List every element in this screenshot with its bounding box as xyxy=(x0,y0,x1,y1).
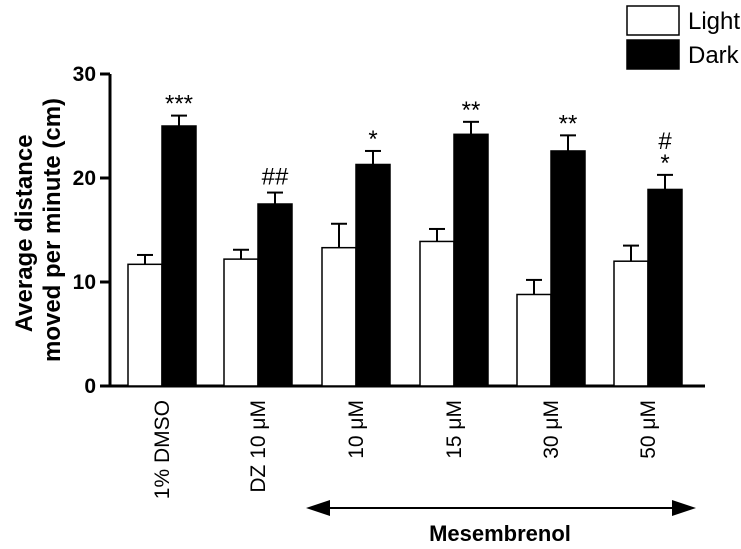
bar-dark xyxy=(453,133,489,387)
group-bracket-arrow-left xyxy=(306,500,330,516)
bar-dark xyxy=(355,163,391,387)
significance-label: *** xyxy=(165,91,193,118)
bar-dark xyxy=(647,188,683,387)
bar-light xyxy=(223,258,259,387)
bar-light xyxy=(516,293,552,387)
category-label: 50 μM xyxy=(637,400,660,459)
category-label: 30 μM xyxy=(540,400,563,459)
bar-dark xyxy=(161,125,197,387)
category-labels: 1% DMSO DZ 10 μM 10 μM 15 μM 30 μM 50 μM xyxy=(151,400,660,499)
significance-label-extra: # xyxy=(658,128,672,155)
group-label: Mesembrenol xyxy=(429,521,571,546)
bar-light xyxy=(613,260,649,387)
group-bracket xyxy=(306,500,696,516)
significance-label: * xyxy=(660,150,669,177)
significance-label: ** xyxy=(559,110,578,137)
y-tick-label: 30 xyxy=(73,63,96,86)
bar-light xyxy=(419,240,455,387)
significance-label: ** xyxy=(462,97,481,124)
significance-label: * xyxy=(368,126,377,153)
bar-dark xyxy=(257,203,293,387)
y-tick-label: 10 xyxy=(73,271,96,294)
category-label: 1% DMSO xyxy=(151,400,174,499)
bar-light xyxy=(321,246,357,387)
y-axis-label-line-2: moved per minute (cm) xyxy=(39,98,66,362)
bar-dark xyxy=(550,150,586,387)
group-bracket-arrow-right xyxy=(672,500,696,516)
bar-light xyxy=(127,263,163,387)
y-ticks: 0 10 20 30 xyxy=(73,63,110,398)
y-tick-label: 0 xyxy=(84,375,96,398)
category-label: DZ 10 μM xyxy=(247,400,270,493)
legend-label-dark: Dark xyxy=(688,42,740,69)
significance-labels: ***##******# xyxy=(165,91,672,191)
y-axis-label-line-1: Average distance xyxy=(11,134,38,332)
y-axis-label: Average distance moved per minute (cm) xyxy=(11,98,66,362)
legend-swatch-dark xyxy=(626,39,680,70)
category-label: 15 μM xyxy=(443,400,466,459)
legend-label-light: Light xyxy=(688,8,740,35)
bars xyxy=(127,114,683,387)
legend: Light Dark xyxy=(626,5,740,70)
legend-swatch-light xyxy=(626,5,680,36)
significance-label: ## xyxy=(262,164,289,191)
y-tick-label: 20 xyxy=(73,167,96,190)
category-label: 10 μM xyxy=(345,400,368,459)
